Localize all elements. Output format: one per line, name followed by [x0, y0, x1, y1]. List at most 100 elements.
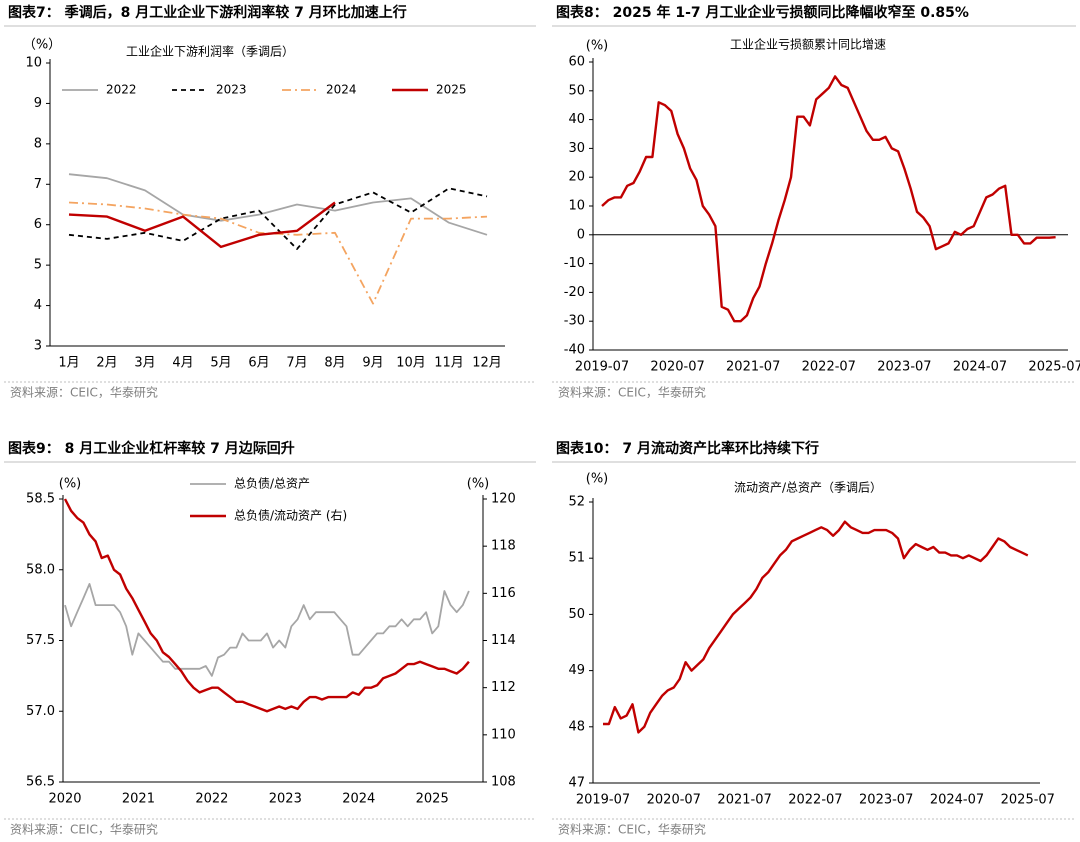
- chart-title: 图表7： 季调后，8 月工业企业下游利润率较 7 月环比加速上行: [8, 4, 407, 21]
- series-line: [68, 187, 488, 250]
- y-unit: （%）: [23, 38, 61, 53]
- y-tick-label: 58.0: [26, 562, 55, 577]
- y2-tick-label: 108: [491, 775, 516, 790]
- y2-tick-label: 112: [491, 680, 516, 695]
- y-tick-label: 60: [568, 55, 585, 70]
- y2-unit: (%): [467, 477, 490, 492]
- legend-label: 2024: [326, 83, 357, 97]
- x-tick-label: 1月: [58, 356, 79, 371]
- x-tick-label: 2023-07: [877, 360, 931, 375]
- x-tick-label: 2022-07: [802, 360, 856, 375]
- legend-label: 2022: [106, 83, 137, 97]
- y-tick-label: 9: [34, 96, 42, 111]
- x-tick-label: 2021: [122, 792, 155, 807]
- x-tick-label: 2月: [96, 356, 117, 371]
- y-tick-label: 58.5: [26, 492, 55, 507]
- x-tick-label: 5月: [210, 356, 231, 371]
- y-tick-label: -40: [564, 343, 585, 358]
- y-tick-label: 56.5: [26, 775, 55, 790]
- y-tick-label: 20: [568, 170, 585, 185]
- x-tick-label: 2019-07: [575, 360, 629, 375]
- y-tick-label: 7: [34, 177, 42, 192]
- x-tick-label: 3月: [134, 356, 155, 371]
- y-tick-label: 3: [34, 339, 42, 354]
- x-tick-label: 2021-07: [726, 360, 780, 375]
- x-tick-label: 2020-07: [650, 360, 704, 375]
- x-tick-label: 2020: [48, 792, 81, 807]
- series-line: [601, 75, 1056, 323]
- y-tick-label: 8: [34, 136, 42, 151]
- x-tick-label: 2022: [195, 792, 228, 807]
- y2-tick-label: 118: [491, 539, 516, 554]
- y-tick-label: -10: [564, 256, 585, 271]
- y-tick-label: 10: [25, 56, 42, 71]
- x-tick-label: 2019-07: [576, 793, 630, 808]
- source-note: 资料来源：CEIC，华泰研究: [558, 822, 706, 837]
- legend-label: 总负债/总资产: [234, 477, 310, 491]
- series-line: [68, 201, 488, 305]
- x-tick-label: 10月: [396, 356, 426, 371]
- x-tick-label: 2024: [342, 792, 375, 807]
- x-tick-label: 2025-07: [1001, 793, 1055, 808]
- y2-tick-label: 120: [491, 492, 516, 507]
- chart-title: 图表8： 2025 年 1-7 月工业企业亏损额同比降幅收窄至 0.85%: [556, 4, 969, 21]
- x-tick-label: 12月: [472, 356, 502, 371]
- chart-subtitle: 工业企业亏损额累计同比增速: [730, 37, 886, 52]
- x-tick-label: 4月: [172, 356, 193, 371]
- x-tick-label: 8月: [324, 356, 345, 371]
- y-tick-label: 6: [34, 217, 42, 232]
- y2-tick-label: 116: [491, 586, 516, 601]
- y-unit: (%): [586, 472, 609, 487]
- x-tick-label: 2021-07: [717, 793, 771, 808]
- series-line: [64, 583, 470, 677]
- series-line: [63, 498, 470, 713]
- source-note: 资料来源：CEIC，华泰研究: [10, 385, 158, 400]
- x-tick-label: 2024-07: [930, 793, 984, 808]
- x-tick-label: 7月: [286, 356, 307, 371]
- y-unit: (%): [586, 39, 609, 54]
- x-tick-label: 2020-07: [647, 793, 701, 808]
- legend-label: 总负债/流动资产 (右): [234, 508, 347, 523]
- y2-tick-label: 110: [491, 727, 516, 742]
- x-tick-label: 11月: [434, 356, 464, 371]
- y-tick-label: 51: [568, 551, 585, 566]
- y-tick-label: 48: [568, 719, 585, 734]
- series-line: [68, 201, 336, 249]
- source-note: 资料来源：CEIC，华泰研究: [558, 385, 706, 400]
- x-tick-label: 2023: [269, 792, 302, 807]
- source-note: 资料来源：CEIC，华泰研究: [10, 822, 158, 837]
- series-line: [68, 173, 488, 236]
- y-tick-label: 40: [568, 112, 585, 127]
- y-tick-label: -30: [564, 314, 585, 329]
- y-tick-label: 50: [568, 83, 585, 98]
- series-line: [603, 520, 1029, 734]
- x-tick-label: 2023-07: [859, 793, 913, 808]
- y-tick-label: 30: [568, 141, 585, 156]
- y-tick-label: 57.0: [26, 704, 55, 719]
- x-tick-label: 2025: [416, 792, 449, 807]
- y-tick-label: -20: [564, 285, 585, 300]
- chart-subtitle: 工业企业下游利润率（季调后）: [126, 44, 294, 59]
- x-tick-label: 9月: [362, 356, 383, 371]
- y-unit: (%): [59, 477, 82, 492]
- legend-label: 2023: [216, 83, 247, 97]
- chart-subtitle: 流动资产/总资产（季调后）: [734, 481, 882, 495]
- y2-tick-label: 114: [491, 633, 516, 648]
- y-tick-label: 0: [577, 227, 585, 242]
- y-tick-label: 4: [34, 298, 42, 313]
- y-tick-label: 52: [568, 495, 585, 510]
- y-tick-label: 47: [568, 776, 585, 791]
- chart-title: 图表9： 8 月工业企业杠杆率较 7 月边际回升: [8, 440, 295, 457]
- chart-title: 图表10： 7 月流动资产比率环比持续下行: [556, 440, 819, 457]
- x-tick-label: 2022-07: [788, 793, 842, 808]
- y-tick-label: 49: [568, 663, 585, 678]
- y-tick-label: 50: [568, 607, 585, 622]
- y-tick-label: 57.5: [26, 633, 55, 648]
- x-tick-label: 2025-07: [1028, 360, 1080, 375]
- x-tick-label: 2024-07: [953, 360, 1007, 375]
- legend-label: 2025: [436, 83, 467, 97]
- x-tick-label: 6月: [248, 356, 269, 371]
- y-tick-label: 10: [568, 199, 585, 214]
- y-tick-label: 5: [34, 258, 42, 273]
